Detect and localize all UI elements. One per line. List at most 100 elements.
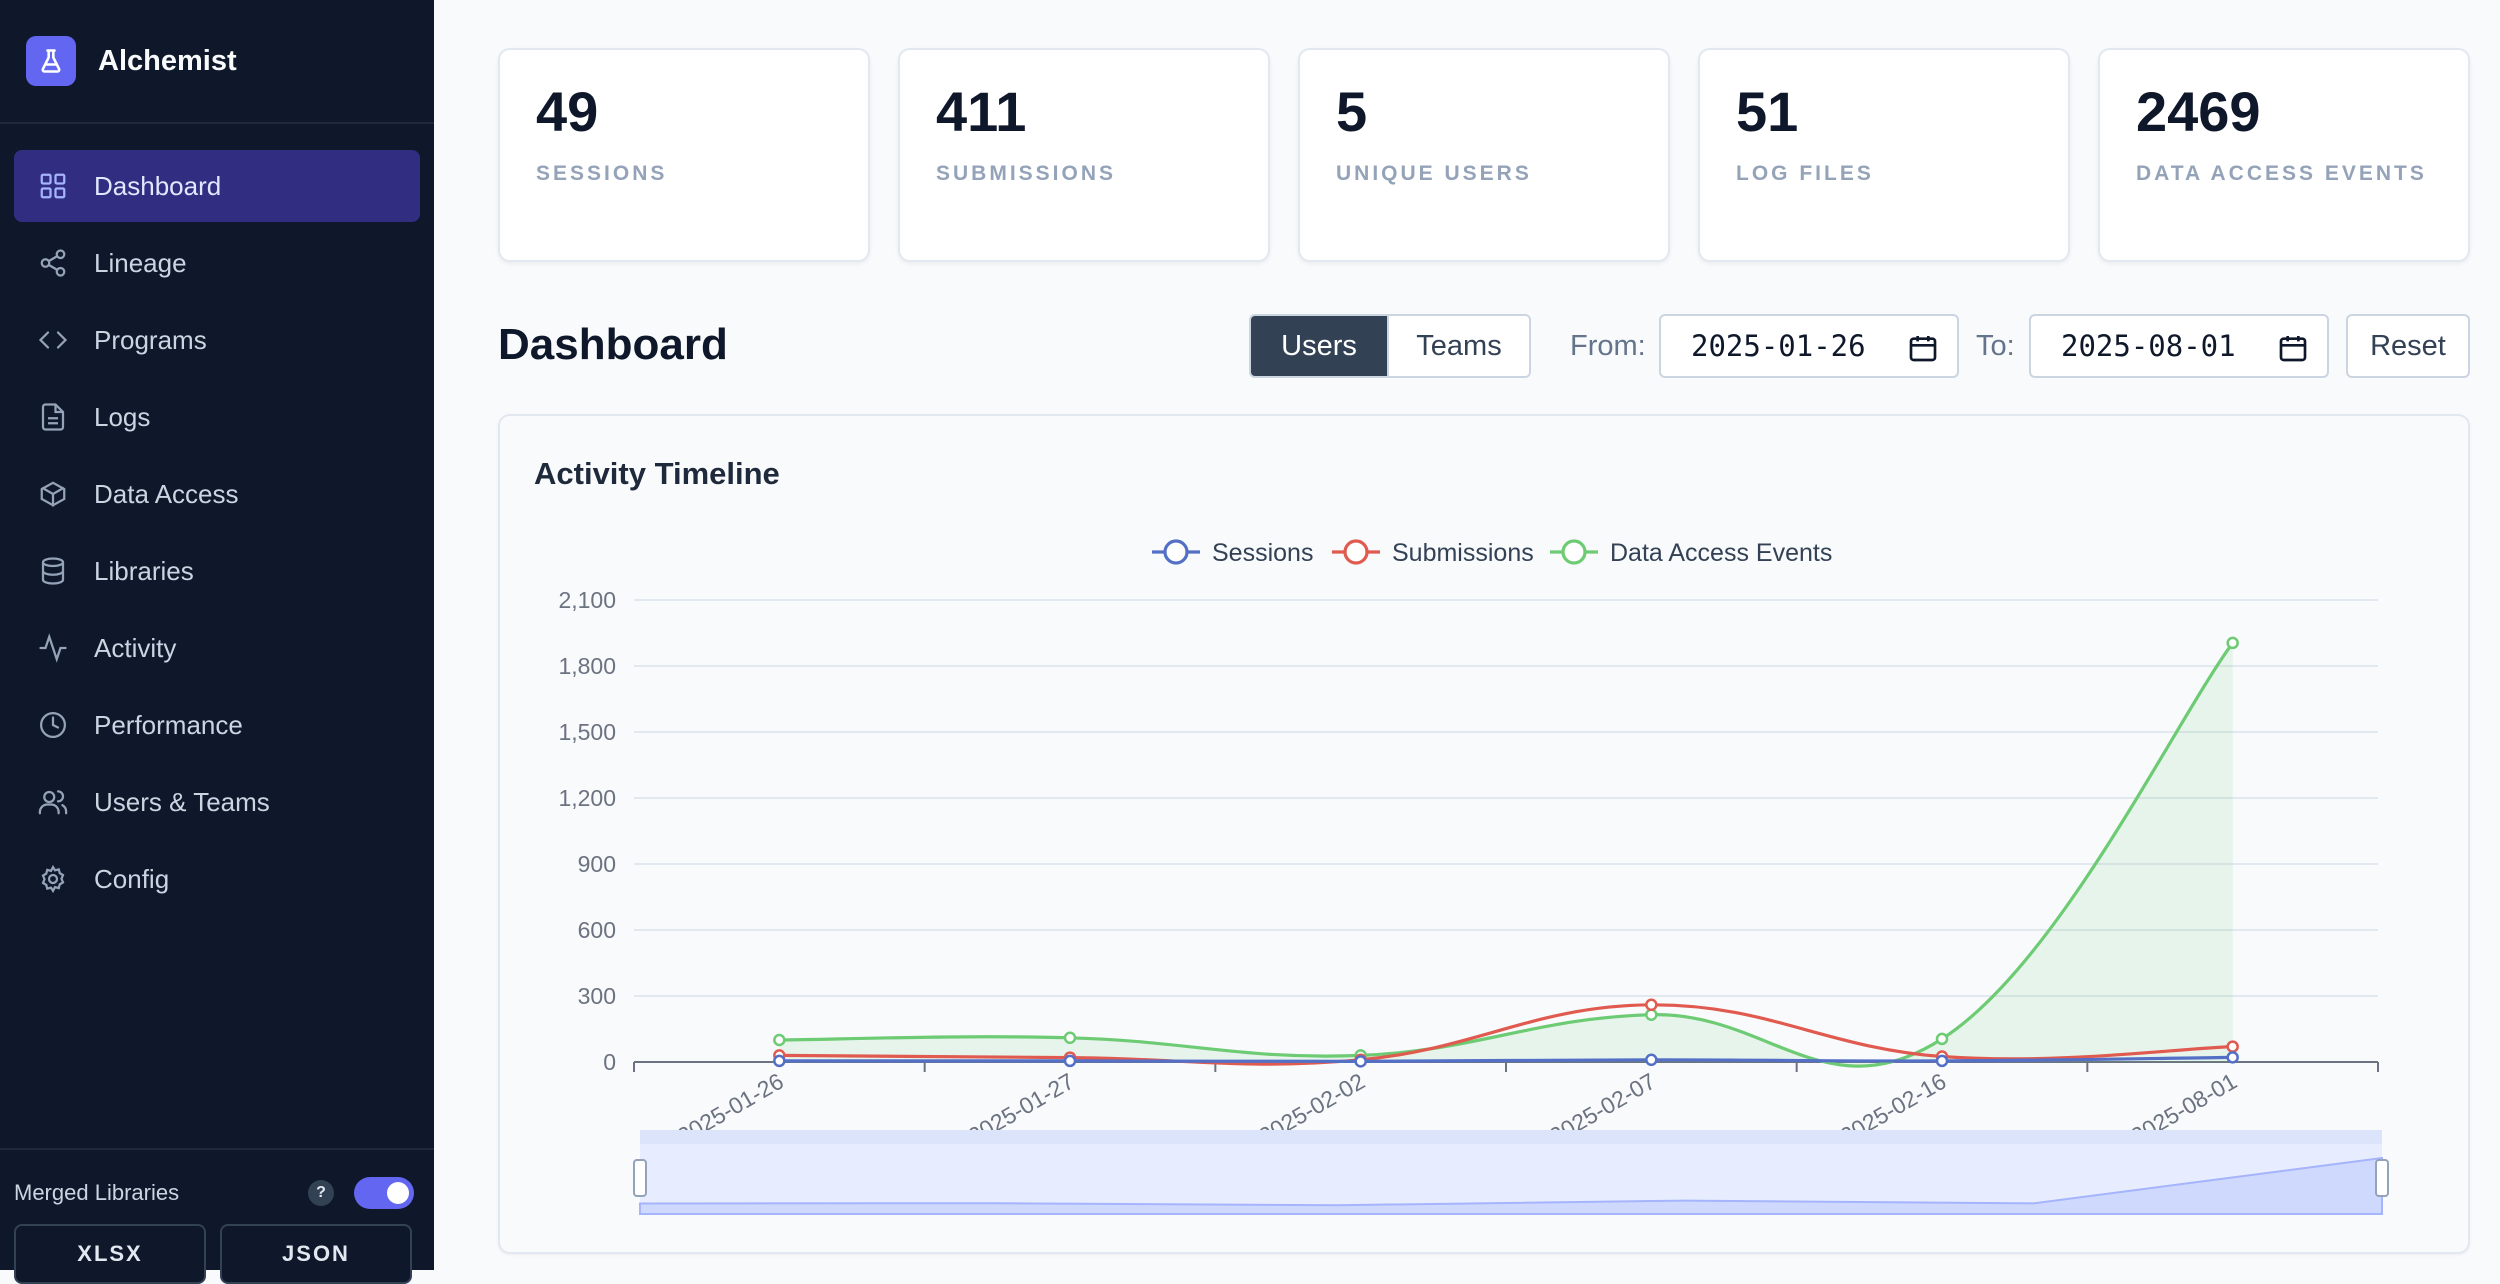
stat-value: 49 xyxy=(536,80,599,143)
legend-marker xyxy=(1163,539,1189,565)
sidebar-footer: Merged Libraries ? XLSX JSON xyxy=(0,1148,434,1284)
activity-timeline-card: 0 300 600 900 1,200 1,500 1,800 2,100 2025-01-26… xyxy=(498,414,2470,1254)
legend-label: Data Access Events xyxy=(1610,539,1832,567)
chart-title: Activity Timeline xyxy=(534,456,780,491)
y-tick-label: 1,800 xyxy=(558,653,616,679)
data-access-events-area xyxy=(779,642,2233,1067)
calendar-icon[interactable] xyxy=(1907,332,1939,364)
activity-timeline-chart[interactable]: 03006009001,2001,5001,8002,1002025-01-26… xyxy=(500,416,2468,1252)
export-xlsx-button[interactable]: XLSX xyxy=(14,1224,206,1284)
legend-label: Submissions xyxy=(1392,539,1534,567)
data-access-events-data-point xyxy=(773,1033,786,1047)
sidebar: Alchemist Dashboard Lineage Programs Log… xyxy=(0,0,434,1284)
stat-card-log-files: 51 LOG FILES xyxy=(1698,48,2070,262)
y-tick-label: 2,100 xyxy=(558,587,616,613)
export-json-button[interactable]: JSON xyxy=(220,1224,412,1284)
sessions-data-point xyxy=(1354,1055,1367,1068)
data-access-events-series-line xyxy=(779,641,2234,1068)
gear-icon xyxy=(41,864,65,894)
legend-marker xyxy=(1561,539,1587,565)
legend-label: Sessions xyxy=(1212,539,1313,567)
sessions-series-line xyxy=(779,1055,2233,1063)
stat-value: 2469 xyxy=(2136,80,2261,143)
stat-card-submissions: 411 SUBMISSIONS xyxy=(898,48,1270,262)
stat-value: 51 xyxy=(1736,80,1799,143)
sessions-data-point xyxy=(1935,1054,1949,1068)
y-tick-label: 1,200 xyxy=(558,785,616,811)
to-date-input[interactable]: 2025-08-01 xyxy=(2029,314,2329,378)
sidebar-item-activity[interactable]: Activity xyxy=(14,612,420,684)
reset-button[interactable]: Reset xyxy=(2346,314,2470,378)
merged-libraries-toggle[interactable] xyxy=(354,1177,414,1209)
data-access-events-data-point xyxy=(2226,636,2239,650)
database-icon xyxy=(41,557,65,585)
app-name: Alchemist xyxy=(98,44,237,77)
sidebar-item-performance[interactable]: Performance xyxy=(14,689,420,761)
to-label: To: xyxy=(1976,330,2015,362)
sidebar-item-lineage[interactable]: Lineage xyxy=(14,227,420,299)
y-tick-label: 600 xyxy=(578,917,616,943)
stat-card-sessions: 49 SESSIONS xyxy=(498,48,870,262)
data-access-events-data-point xyxy=(1935,1032,1949,1046)
submissions-data-point xyxy=(1645,998,1658,1012)
sidebar-item-users-teams[interactable]: Users & Teams xyxy=(14,766,420,838)
data-zoom-bar xyxy=(640,1130,2382,1144)
activity-icon xyxy=(39,633,67,663)
brand[interactable]: Alchemist xyxy=(0,0,434,124)
sidebar-item-dashboard[interactable]: Dashboard xyxy=(14,150,420,222)
sidebar-nav: Dashboard Lineage Programs Logs Data Acc… xyxy=(14,150,420,920)
sidebar-item-data-access[interactable]: Data Access xyxy=(14,458,420,530)
sidebar-item-label: Programs xyxy=(94,324,207,355)
toggle-knob xyxy=(387,1182,409,1204)
help-icon[interactable]: ? xyxy=(308,1180,334,1206)
from-date-value: 2025-01-26 xyxy=(1691,329,1866,363)
sidebar-item-programs[interactable]: Programs xyxy=(14,304,420,376)
calendar-icon[interactable] xyxy=(2277,332,2309,364)
data-zoom-left-handle xyxy=(633,1159,647,1197)
y-tick-label: 0 xyxy=(603,1049,616,1075)
view-toggle: Users Teams xyxy=(1249,314,1531,378)
users-icon xyxy=(38,790,68,815)
y-tick-label: 900 xyxy=(578,851,616,877)
merged-libraries-row: Merged Libraries ? xyxy=(14,1176,414,1210)
sidebar-item-label: Config xyxy=(94,863,170,894)
from-date-input[interactable]: 2025-01-26 xyxy=(1659,314,1959,378)
data-access-events-data-point xyxy=(1645,1008,1658,1021)
users-view-button[interactable]: Users xyxy=(1251,316,1387,376)
file-text-icon xyxy=(41,403,65,431)
stat-label: DATA ACCESS EVENTS xyxy=(2136,162,2427,185)
stat-value: 5 xyxy=(1336,80,1368,143)
data-access-events-data-point xyxy=(1063,1031,1077,1045)
data-zoom-preview xyxy=(639,1156,2383,1215)
flask-icon xyxy=(26,36,76,86)
stat-card-unique-users: 5 UNIQUE USERS xyxy=(1298,48,1670,262)
sidebar-item-label: Data Access xyxy=(94,478,239,509)
stat-label: LOG FILES xyxy=(1736,162,1874,185)
sidebar-item-libraries[interactable]: Libraries xyxy=(14,535,420,607)
code-icon xyxy=(38,331,68,349)
sidebar-item-label: Lineage xyxy=(94,247,187,278)
to-date-value: 2025-08-01 xyxy=(2061,329,2236,363)
sessions-data-point xyxy=(1645,1053,1658,1067)
sidebar-item-label: Logs xyxy=(94,401,151,432)
grid-icon xyxy=(40,173,66,199)
merged-libraries-label: Merged Libraries xyxy=(14,1180,180,1205)
teams-view-button[interactable]: Teams xyxy=(1387,316,1529,376)
stat-card-data-access-events: 2469 DATA ACCESS EVENTS xyxy=(2098,48,2470,262)
clock-icon xyxy=(40,712,66,738)
submissions-data-point xyxy=(2226,1040,2239,1053)
page-title: Dashboard xyxy=(498,320,728,369)
sidebar-item-label: Performance xyxy=(94,709,243,740)
legend-marker xyxy=(1343,539,1369,565)
stat-label: SUBMISSIONS xyxy=(936,162,1117,185)
box-icon xyxy=(40,481,66,507)
sidebar-item-label: Dashboard xyxy=(94,170,222,201)
stat-label: SESSIONS xyxy=(536,162,668,185)
sidebar-item-config[interactable]: Config xyxy=(14,843,420,915)
sessions-data-point xyxy=(773,1054,786,1068)
sidebar-item-logs[interactable]: Logs xyxy=(14,381,420,453)
y-tick-label: 300 xyxy=(578,983,616,1009)
sessions-data-point xyxy=(1063,1054,1077,1068)
submissions-series-line xyxy=(779,1003,2233,1066)
from-label: From: xyxy=(1570,330,1646,362)
